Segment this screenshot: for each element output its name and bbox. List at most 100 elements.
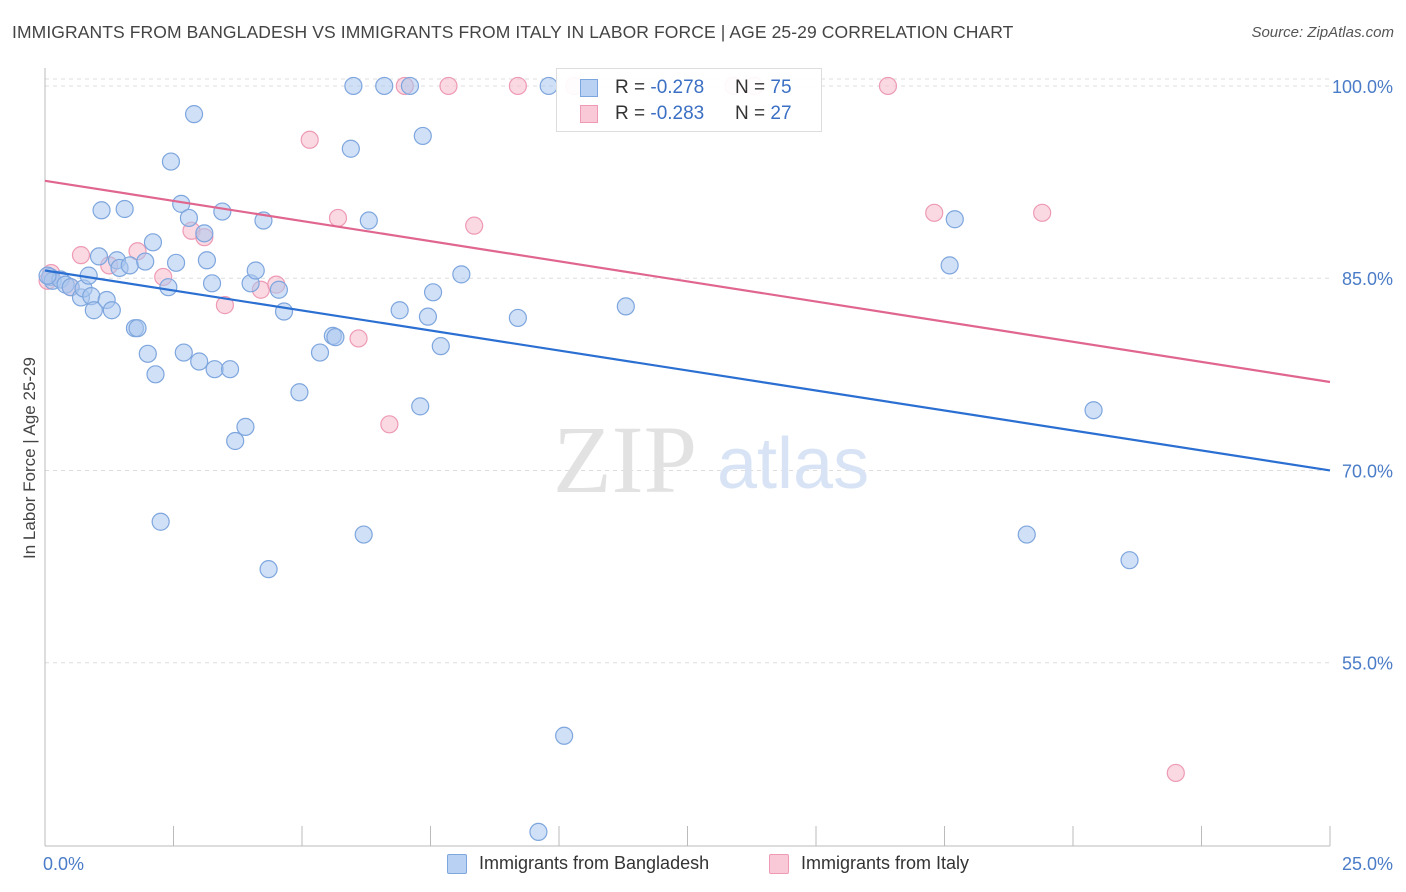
trendline-italy xyxy=(44,179,1331,384)
chart-title: IMMIGRANTS FROM BANGLADESH VS IMMIGRANTS… xyxy=(12,22,1014,42)
data-point-bangladesh xyxy=(246,261,265,280)
data-point-bangladesh xyxy=(161,152,181,171)
bottom-legend-label-bangladesh: Immigrants from Bangladesh xyxy=(479,853,710,873)
data-point-bangladesh xyxy=(269,280,288,299)
data-point-bangladesh xyxy=(400,76,420,96)
data-point-bangladesh xyxy=(413,126,432,146)
data-point-bangladesh xyxy=(945,210,964,229)
data-point-bangladesh xyxy=(940,256,959,275)
stats-legend: R = -0.278 N = 75 R = -0.283 N = 27 xyxy=(556,68,822,132)
data-point-bangladesh xyxy=(508,308,527,328)
legend-n-value: 27 xyxy=(770,103,792,124)
data-point-bangladesh xyxy=(423,283,443,302)
y-tick-labels: 100.0% 85.0% 70.0% 55.0% xyxy=(1332,77,1393,674)
data-point-bangladesh xyxy=(92,201,111,220)
data-point-bangladesh xyxy=(529,822,548,842)
data-point-bangladesh xyxy=(452,265,471,284)
data-point-italy xyxy=(328,208,348,228)
data-point-italy xyxy=(925,203,944,222)
data-point-bangladesh xyxy=(89,247,109,266)
data-point-italy xyxy=(465,216,484,235)
data-point-bangladesh xyxy=(290,383,309,402)
data-point-bangladesh xyxy=(138,344,157,363)
data-point-bangladesh xyxy=(120,256,139,275)
legend-r-label: R = xyxy=(615,103,651,124)
legend-n-label: N = xyxy=(735,103,771,124)
data-point-italy xyxy=(878,76,898,96)
data-point-bangladesh xyxy=(38,266,57,285)
y-tick-label: 100.0% xyxy=(1332,77,1393,97)
y-tick-label: 55.0% xyxy=(1342,654,1393,674)
watermark: ZIP atlas xyxy=(553,406,869,513)
data-point-bangladesh xyxy=(128,319,147,338)
x-tick-label-min: 0.0% xyxy=(43,854,84,874)
data-point-italy xyxy=(508,76,527,96)
data-point-bangladesh xyxy=(166,253,186,272)
legend-swatch-pink xyxy=(580,105,598,123)
data-point-bangladesh xyxy=(102,301,121,320)
data-point-bangladesh xyxy=(616,297,635,316)
data-point-bangladesh xyxy=(1017,525,1036,544)
x-axis-ticks xyxy=(44,826,1331,846)
data-point-bangladesh xyxy=(136,252,155,271)
data-point-bangladesh xyxy=(310,343,330,362)
data-point-italy xyxy=(439,76,458,96)
bottom-legend-swatch-blue xyxy=(447,854,467,874)
data-point-bangladesh xyxy=(344,76,363,96)
x-tick-label-max: 25.0% xyxy=(1342,854,1393,874)
data-point-bangladesh xyxy=(1084,401,1103,420)
source-note: Source: ZipAtlas.com xyxy=(1251,24,1394,41)
data-point-bangladesh xyxy=(146,365,165,384)
data-point-bangladesh xyxy=(205,360,224,379)
data-point-bangladesh xyxy=(213,202,232,221)
data-point-bangladesh xyxy=(197,251,217,270)
data-point-bangladesh xyxy=(190,352,209,371)
data-point-bangladesh xyxy=(418,307,438,326)
data-point-bangladesh xyxy=(259,560,278,579)
data-point-italy xyxy=(1033,203,1052,222)
legend-r-value: -0.283 xyxy=(650,103,705,124)
data-point-italy xyxy=(349,329,368,348)
watermark-zip: ZIP xyxy=(553,406,697,513)
data-point-bangladesh xyxy=(375,76,394,96)
data-point-bangladesh xyxy=(359,211,378,230)
data-point-bangladesh xyxy=(326,328,345,347)
legend-swatch-blue xyxy=(580,79,598,97)
data-point-bangladesh xyxy=(226,431,245,451)
data-point-bangladesh xyxy=(236,417,255,436)
data-point-bangladesh xyxy=(151,512,170,531)
data-point-italy xyxy=(1166,763,1185,783)
data-point-bangladesh xyxy=(341,139,360,158)
bottom-legend-label-italy: Immigrants from Italy xyxy=(801,853,970,873)
data-point-bangladesh xyxy=(202,274,222,293)
data-point-italy xyxy=(215,296,234,315)
trendline-bangladesh xyxy=(44,269,1331,472)
data-point-bangladesh xyxy=(1120,551,1139,570)
data-point-bangladesh xyxy=(220,360,240,379)
y-tick-label: 70.0% xyxy=(1342,461,1393,481)
axes xyxy=(44,68,1331,847)
data-point-bangladesh xyxy=(179,208,199,228)
data-point-bangladesh xyxy=(115,199,134,219)
data-point-bangladesh xyxy=(539,76,558,96)
legend-r-value: -0.278 xyxy=(650,77,705,98)
data-point-bangladesh xyxy=(159,278,178,297)
bottom-legend-swatch-pink xyxy=(769,854,789,874)
data-point-bangladesh xyxy=(143,233,163,252)
legend-r-label: R = xyxy=(615,77,651,98)
data-point-bangladesh xyxy=(184,105,204,124)
data-point-bangladesh xyxy=(195,224,214,243)
data-point-italy xyxy=(71,246,91,265)
series-bangladesh-points xyxy=(38,76,1139,842)
data-point-bangladesh xyxy=(411,397,430,416)
data-point-bangladesh xyxy=(555,726,574,745)
data-point-bangladesh xyxy=(431,337,450,356)
legend-n-label: N = xyxy=(735,77,771,98)
legend-n-value: 75 xyxy=(770,77,792,98)
data-point-bangladesh xyxy=(390,301,409,320)
data-point-bangladesh xyxy=(174,343,193,362)
data-point-bangladesh xyxy=(84,301,103,320)
watermark-atlas: atlas xyxy=(717,424,869,504)
data-point-bangladesh xyxy=(354,525,373,544)
